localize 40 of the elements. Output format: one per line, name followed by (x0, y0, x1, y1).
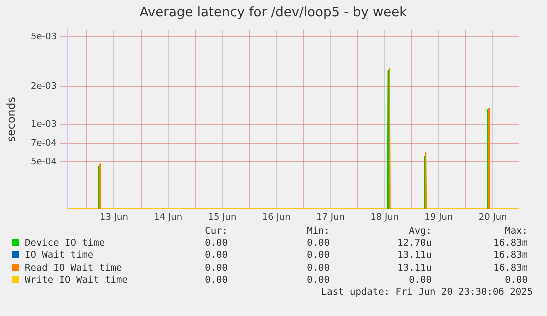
legend-label: Read IO Wait time (24, 262, 124, 275)
text: 16.83m (492, 238, 528, 250)
text: 0.00 (408, 274, 432, 288)
x-tick-label: 19 Jun (424, 212, 454, 223)
text: 0.00 (204, 238, 228, 250)
legend-label: Write IO Wait time (24, 274, 129, 288)
text: 12.70u (396, 238, 432, 250)
text: Max: (504, 226, 528, 238)
y-tick-label: 1e-03 (31, 120, 57, 130)
x-tick-label: 20 Jun (478, 212, 508, 223)
text: Avg: (408, 226, 432, 238)
chart-title: Average latency for /dev/loop5 - by week (140, 5, 408, 20)
text: 0.00 (306, 274, 330, 288)
x-tick-label: 15 Jun (208, 212, 237, 223)
y-tick-label: 2e-03 (31, 82, 57, 92)
legend-label: Device IO time (24, 238, 106, 250)
x-tick-label: 13 Jun (100, 212, 128, 223)
y-tick-label: 7e-04 (31, 139, 58, 150)
y-tick-label: 5e-03 (31, 32, 57, 42)
y-tick-label: 5e-04 (31, 157, 58, 168)
text: 16.83m (492, 262, 528, 275)
legend-label: IO Wait time (24, 250, 95, 263)
text: 0.00 (306, 262, 330, 275)
text: 0.00 (306, 238, 330, 250)
text: 0.00 (204, 250, 228, 263)
text: Cur: (204, 226, 228, 238)
text: 0.00 (504, 274, 528, 288)
x-tick-label: 17 Jun (316, 212, 345, 223)
x-tick-label: 14 Jun (154, 212, 183, 223)
text: 16.83m (492, 250, 528, 263)
text: 13.11u (396, 250, 432, 263)
y-axis-title: seconds (4, 96, 18, 142)
text: 0.00 (204, 274, 228, 288)
text: 13.11u (396, 262, 432, 275)
x-tick-label: 18 Jun (370, 212, 400, 223)
text: Last update: Fri Jun 20 23:30:06 2025 (321, 287, 533, 298)
text: Min: (306, 226, 330, 238)
x-tick-label: 16 Jun (262, 212, 291, 223)
text: 0.00 (306, 250, 330, 263)
text: 0.00 (204, 262, 228, 275)
